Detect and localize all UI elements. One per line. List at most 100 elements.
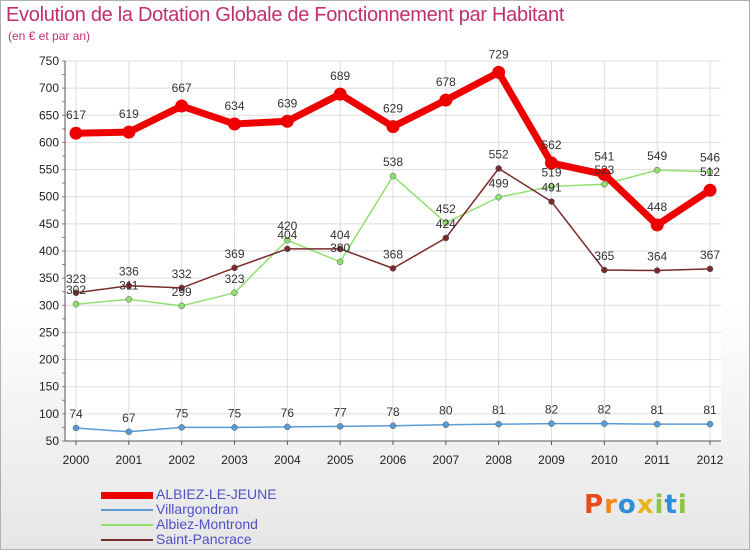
data-label-albiez-montrond: 519	[541, 165, 561, 179]
y-tick-label: 250	[39, 325, 59, 339]
data-label-albiez-montrond: 546	[700, 151, 720, 165]
data-label-albiez-montrond: 420	[277, 219, 297, 233]
y-tick-label: 450	[39, 217, 59, 231]
data-label-albiez-le-jeune: 619	[119, 107, 139, 121]
data-point-villargondran	[548, 420, 555, 427]
data-point-villargondran	[72, 424, 80, 432]
data-point-albiez-montrond	[231, 289, 238, 297]
legend-label: Villargondran	[156, 501, 239, 517]
logo-letter: P	[584, 490, 605, 520]
data-point-albiez-le-jeune	[597, 167, 611, 181]
data-label-albiez-montrond: 538	[383, 155, 403, 169]
data-point-saint-pancrace	[178, 284, 185, 292]
data-point-albiez-le-jeune	[122, 125, 136, 139]
x-tick-label: 2012	[697, 453, 724, 467]
data-label-albiez-montrond: 523	[594, 163, 614, 177]
data-label-villargondran: 75	[175, 406, 189, 420]
data-label-villargondran: 74	[69, 407, 83, 421]
data-label-saint-pancrace: 424	[436, 217, 456, 231]
data-point-albiez-le-jeune	[228, 117, 241, 131]
data-label-saint-pancrace: 491	[541, 181, 561, 195]
data-label-albiez-le-jeune: 729	[489, 47, 509, 61]
data-label-albiez-le-jeune: 667	[172, 81, 192, 95]
data-label-albiez-le-jeune: 512	[700, 165, 720, 179]
data-point-saint-pancrace	[706, 265, 714, 273]
data-point-saint-pancrace	[601, 266, 608, 274]
data-point-villargondran	[336, 423, 344, 430]
data-label-albiez-le-jeune: 562	[541, 138, 561, 152]
data-label-saint-pancrace: 336	[119, 265, 139, 279]
data-label-albiez-montrond: 452	[436, 202, 456, 216]
x-tick-label: 2001	[115, 453, 142, 467]
legend-item: ALBIEZ-LE-JEUNE	[101, 486, 361, 503]
data-point-saint-pancrace	[125, 282, 133, 289]
data-label-albiez-le-jeune: 678	[436, 75, 456, 89]
legend-label: ALBIEZ-LE-JEUNE	[156, 486, 277, 502]
data-point-albiez-le-jeune	[439, 93, 453, 107]
data-label-villargondran: 81	[492, 403, 506, 417]
y-tick-label: 100	[39, 407, 59, 421]
y-tick-label: 150	[39, 380, 59, 394]
data-label-saint-pancrace: 368	[383, 247, 403, 261]
data-label-albiez-le-jeune: 639	[277, 96, 297, 110]
x-tick-label: 2010	[591, 453, 618, 467]
logo-letter: r	[604, 490, 618, 520]
data-label-saint-pancrace: 332	[172, 267, 192, 281]
data-label-villargondran: 82	[545, 403, 559, 417]
chart-subtitle: (en € et par an)	[8, 29, 91, 43]
data-label-saint-pancrace: 323	[66, 272, 86, 286]
data-point-albiez-le-jeune	[175, 99, 189, 113]
data-label-villargondran: 76	[281, 406, 295, 420]
data-label-saint-pancrace: 364	[647, 250, 667, 264]
data-point-albiez-montrond	[336, 258, 344, 266]
data-label-villargondran: 75	[228, 406, 242, 420]
data-point-saint-pancrace	[336, 245, 344, 253]
y-tick-label: 550	[39, 163, 59, 177]
logo-letter: o	[617, 490, 637, 520]
data-label-villargondran: 78	[386, 405, 400, 419]
data-point-saint-pancrace	[653, 267, 661, 274]
data-point-albiez-le-jeune	[69, 126, 83, 140]
data-point-albiez-montrond	[442, 219, 450, 227]
data-point-villargondran	[125, 428, 133, 436]
data-point-saint-pancrace	[284, 245, 291, 253]
data-label-villargondran: 77	[333, 405, 347, 419]
y-tick-label: 500	[39, 190, 59, 204]
data-label-albiez-le-jeune: 448	[647, 200, 667, 214]
y-tick-label: 750	[39, 54, 59, 68]
data-point-albiez-montrond	[178, 302, 185, 310]
proxiti-logo: Proxiti	[584, 490, 688, 520]
logo-letter: i	[677, 490, 688, 520]
data-label-saint-pancrace: 404	[277, 228, 297, 242]
data-label-villargondran: 82	[598, 403, 612, 417]
data-point-albiez-le-jeune	[703, 183, 717, 197]
data-label-villargondran: 67	[122, 411, 136, 425]
data-point-villargondran	[178, 424, 185, 431]
x-tick-label: 2006	[380, 453, 407, 467]
data-point-albiez-montrond	[706, 168, 714, 175]
y-tick-label: 400	[39, 244, 59, 258]
data-point-saint-pancrace	[72, 289, 80, 297]
data-point-albiez-montrond	[72, 300, 80, 308]
data-point-villargondran	[389, 422, 397, 430]
data-label-albiez-montrond: 323	[224, 272, 244, 286]
data-point-saint-pancrace	[389, 265, 397, 272]
data-label-saint-pancrace: 404	[330, 228, 350, 242]
data-point-albiez-le-jeune	[386, 120, 400, 134]
data-label-albiez-montrond: 380	[330, 241, 350, 255]
legend-item: Albiez-Montrond	[101, 516, 361, 533]
legend-swatch	[101, 524, 153, 526]
data-label-albiez-montrond: 302	[66, 283, 86, 297]
y-tick-label: 300	[39, 298, 59, 312]
data-point-albiez-le-jeune	[650, 218, 664, 232]
data-label-villargondran: 81	[650, 403, 664, 417]
y-tick-label: 350	[39, 271, 59, 285]
x-tick-label: 2000	[63, 453, 90, 467]
legend-swatch	[101, 539, 153, 541]
data-point-saint-pancrace	[231, 264, 238, 272]
data-point-albiez-montrond	[389, 172, 397, 180]
logo-letter: i	[654, 490, 665, 520]
legend-item: Villargondran	[101, 501, 361, 518]
data-point-albiez-le-jeune	[492, 65, 506, 79]
